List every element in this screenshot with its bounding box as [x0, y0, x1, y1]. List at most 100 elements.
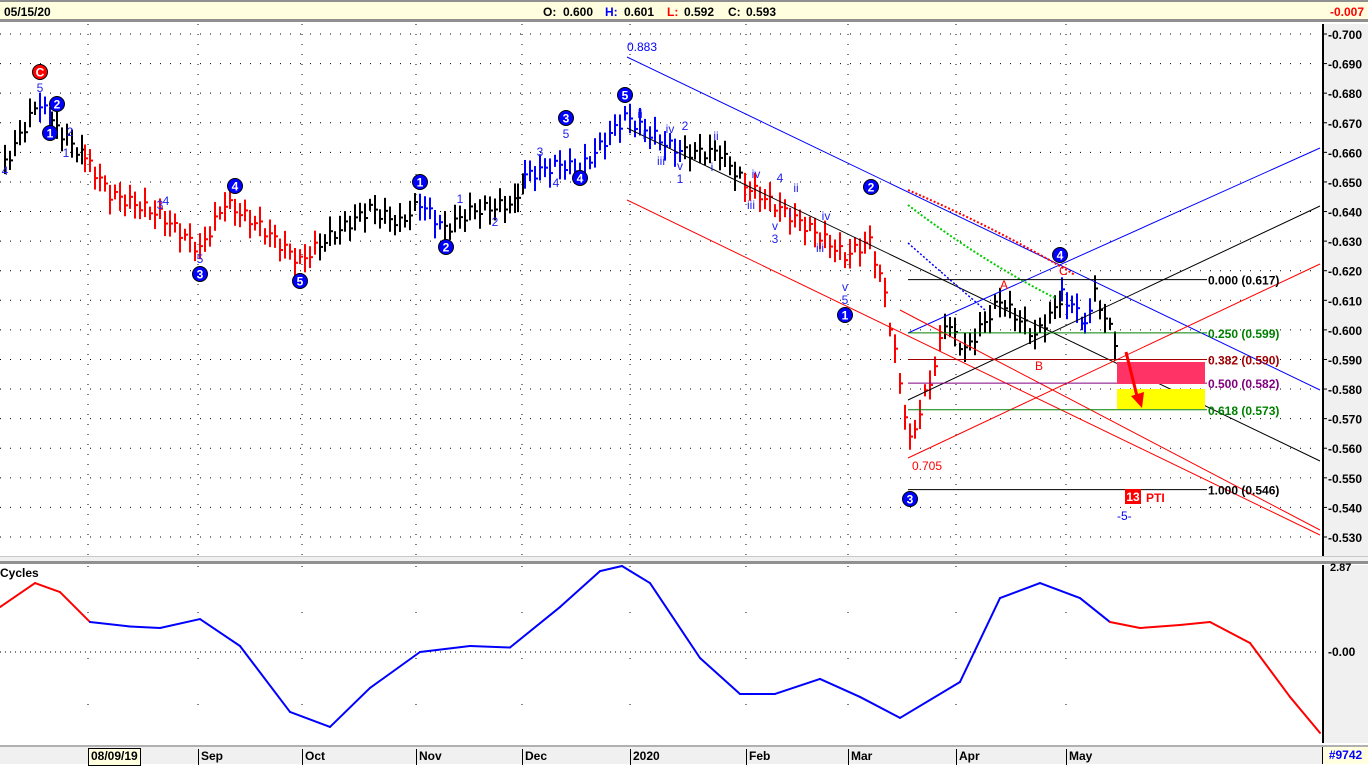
svg-text:4: 4: [577, 172, 584, 186]
svg-text:-0.00: -0.00: [1328, 645, 1356, 659]
svg-text:C: C: [1059, 264, 1068, 278]
close-label: C:: [728, 5, 741, 19]
svg-text:3: 3: [537, 145, 544, 159]
svg-text:-0.610: -0.610: [1328, 294, 1362, 308]
svg-text:v: v: [677, 159, 683, 173]
svg-text:C: C: [36, 66, 45, 80]
high-label: H:: [605, 5, 618, 19]
down-arrow-icon: [1124, 351, 1140, 401]
time-axis: #9742 08/09/19 Sep Oct Nov Dec 2020 Feb Mar Apr M…: [0, 745, 1368, 766]
month-label: 2020: [630, 749, 660, 765]
svg-text:1.000 (0.546): 1.000 (0.546): [1208, 484, 1279, 498]
svg-text:v: v: [772, 219, 778, 233]
quote-header: 05/15/20 O: 0.600 H: 0.601 L: 0.592 C: 0…: [0, 0, 1368, 22]
svg-text:5: 5: [842, 293, 849, 307]
month-label: Nov: [416, 749, 442, 765]
month-label: Sep: [198, 749, 223, 765]
svg-text:-5-: -5-: [1117, 509, 1132, 523]
svg-text:-0.590: -0.590: [1328, 353, 1362, 367]
fibonacci-levels: 0.000 (0.617) 0.250 (0.599) 0.382 (0.590) 0…: [908, 274, 1279, 498]
svg-text:iii: iii: [657, 154, 665, 168]
svg-text:iii: iii: [816, 241, 824, 255]
svg-text:0.618 (0.573): 0.618 (0.573): [1208, 404, 1279, 418]
svg-text:-0.600: -0.600: [1328, 324, 1362, 338]
svg-text:ii: ii: [637, 107, 642, 121]
change-value: -0.007: [1329, 5, 1364, 19]
svg-text:-0.530: -0.530: [1328, 531, 1362, 545]
svg-text:1: 1: [677, 172, 684, 186]
svg-text:3: 3: [157, 198, 164, 212]
svg-text:-0.640: -0.640: [1328, 206, 1362, 220]
price-axis[interactable]: [1322, 24, 1368, 558]
svg-text:iv: iv: [666, 122, 675, 136]
svg-text:PTI: PTI: [1146, 491, 1165, 505]
svg-text:iv: iv: [752, 167, 761, 181]
svg-text:-0.580: -0.580: [1328, 383, 1362, 397]
svg-text:1: 1: [63, 146, 70, 160]
svg-text:13: 13: [1126, 490, 1140, 504]
svg-text:-0.570: -0.570: [1328, 413, 1362, 427]
svg-text:4: 4: [777, 171, 784, 185]
month-label: Apr: [956, 749, 980, 765]
cycles-title: Cycles: [0, 566, 39, 580]
svg-text:4: 4: [2, 164, 9, 178]
svg-text:-0.540: -0.540: [1328, 501, 1362, 515]
svg-text:-0.700: -0.700: [1328, 28, 1362, 42]
svg-text:2: 2: [54, 98, 61, 112]
svg-text:B: B: [1035, 359, 1043, 373]
svg-text:-0.620: -0.620: [1328, 265, 1362, 279]
month-label: May: [1066, 749, 1092, 765]
svg-text:2: 2: [868, 181, 875, 195]
svg-text:4: 4: [553, 176, 560, 190]
svg-text:2.87: 2.87: [1330, 562, 1351, 574]
trend-channels: [626, 56, 1321, 536]
svg-text:4: 4: [163, 194, 170, 208]
month-label: Mar: [848, 749, 872, 765]
price-grid: -0.700 -0.690 -0.680 -0.670 -0.660 -0.650 -0.6…: [0, 24, 1362, 743]
month-label: Feb: [746, 749, 770, 765]
target-zone-pink: [1117, 362, 1205, 384]
svg-text:2: 2: [682, 119, 689, 133]
month-label: Oct: [302, 749, 325, 765]
svg-text:-0.660: -0.660: [1328, 146, 1362, 160]
svg-text:2: 2: [443, 241, 450, 255]
svg-text:4: 4: [1057, 249, 1064, 263]
cycles-axis[interactable]: [1322, 565, 1368, 743]
svg-text:-0.680: -0.680: [1328, 87, 1362, 101]
svg-text:-0.560: -0.560: [1328, 442, 1362, 456]
svg-text:ii: ii: [713, 129, 718, 143]
open-value: 0.600: [563, 5, 594, 19]
svg-text:i: i: [789, 206, 792, 220]
svg-text:i: i: [643, 128, 646, 142]
svg-text:iv: iv: [822, 209, 831, 223]
svg-text:i: i: [711, 160, 714, 174]
svg-text:-0.630: -0.630: [1328, 235, 1362, 249]
svg-text:5: 5: [37, 81, 44, 95]
svg-text:2: 2: [492, 215, 499, 229]
svg-text:5: 5: [297, 275, 304, 289]
svg-text:0.382 (0.590): 0.382 (0.590): [1208, 353, 1279, 367]
svg-text:3: 3: [563, 112, 570, 126]
high-value: 0.601: [624, 5, 655, 19]
price-bars: [4, 92, 1118, 450]
svg-text:0.705: 0.705: [912, 459, 942, 473]
record-badge[interactable]: #9742: [1322, 747, 1368, 764]
svg-text:0.883: 0.883: [627, 40, 657, 54]
month-label: 08/09/19: [88, 748, 141, 766]
date-label: 05/15/20: [4, 5, 51, 19]
svg-text:0.000 (0.617): 0.000 (0.617): [1208, 274, 1279, 288]
svg-text:2: 2: [67, 125, 74, 139]
svg-text:-0.650: -0.650: [1328, 176, 1362, 190]
pane-splitter[interactable]: [0, 556, 1368, 564]
svg-text:3: 3: [772, 232, 779, 246]
svg-text:-0.670: -0.670: [1328, 117, 1362, 131]
svg-text:-0.690: -0.690: [1328, 58, 1362, 72]
svg-text:5: 5: [197, 252, 204, 266]
svg-text:1: 1: [457, 192, 464, 206]
svg-text:1: 1: [417, 176, 424, 190]
svg-text:5: 5: [622, 89, 629, 103]
svg-text:ii: ii: [793, 181, 798, 195]
svg-text:A: A: [1000, 278, 1008, 292]
